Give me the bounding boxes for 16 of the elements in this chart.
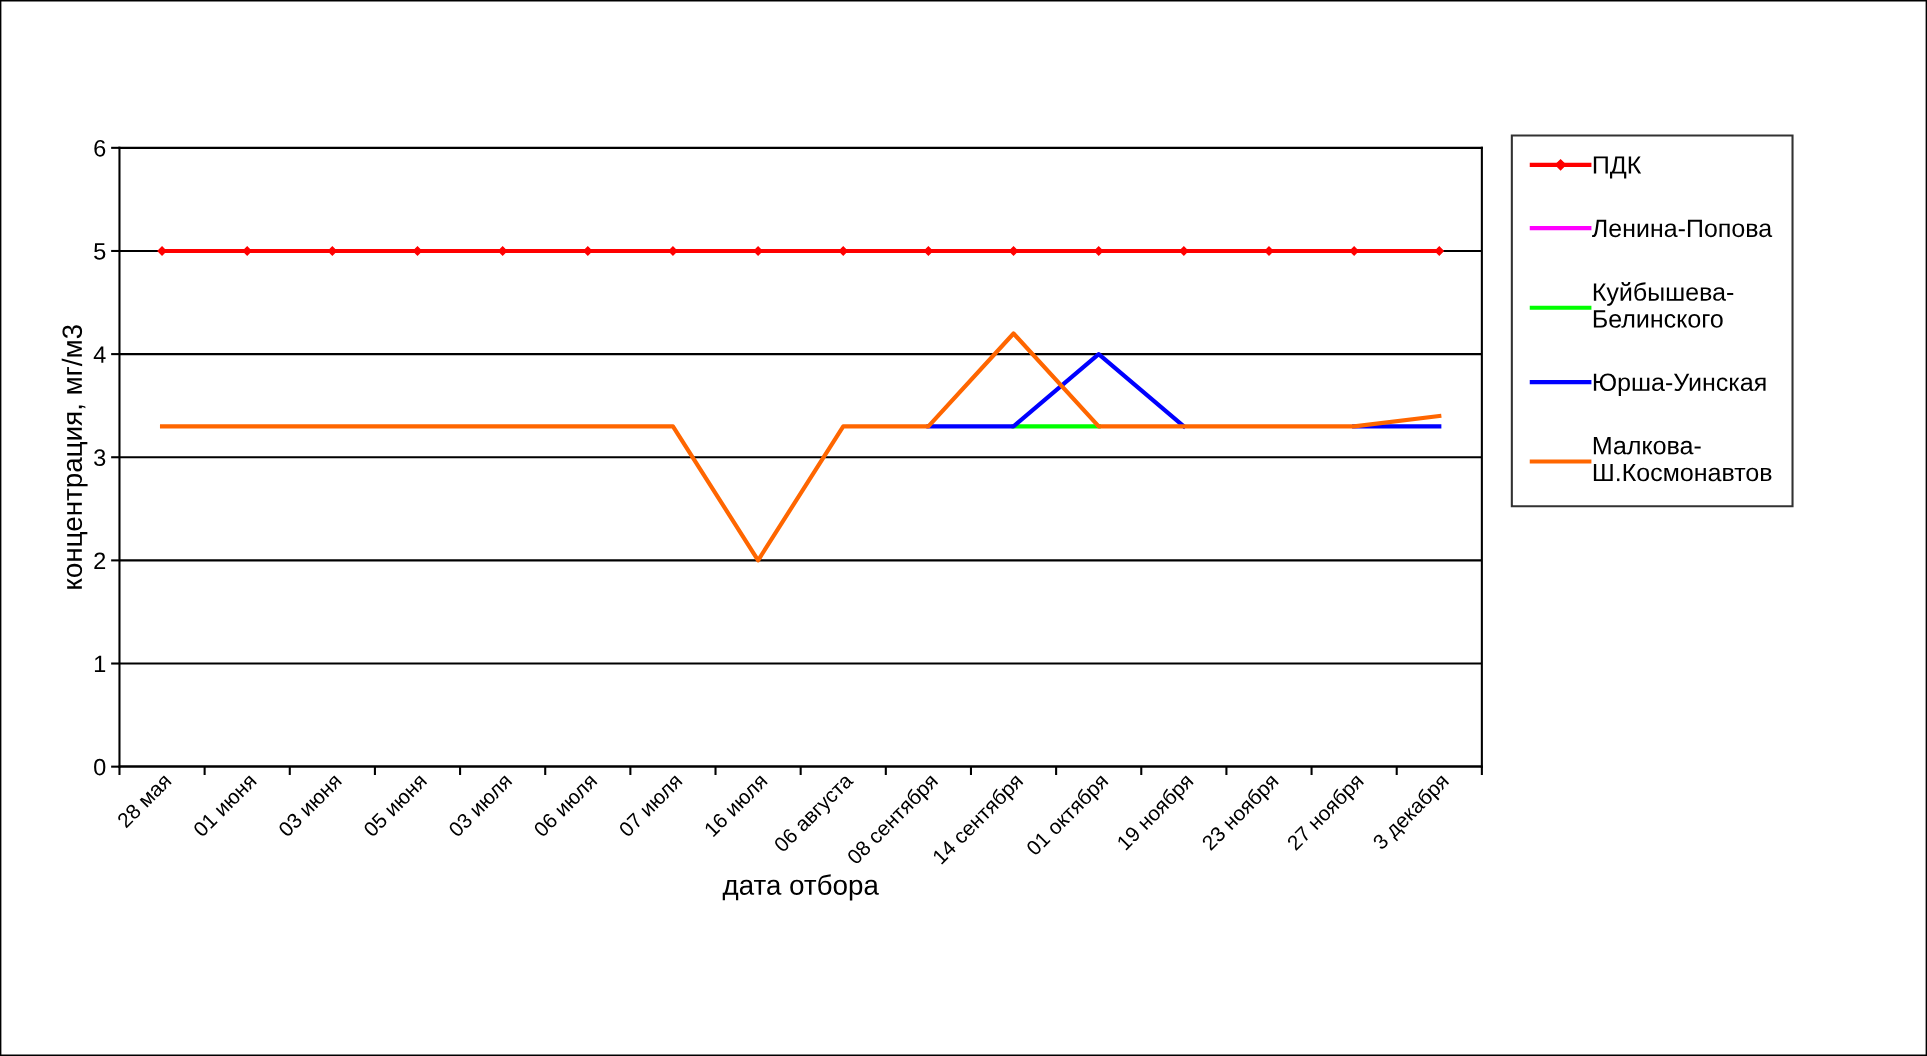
x-axis-title: дата отбора [722, 874, 879, 901]
y-tick-label: 2 [94, 552, 106, 569]
y-tick-label: 6 [94, 139, 106, 157]
x-tick-label: 28 мая [116, 772, 172, 829]
y-tick-label: 1 [94, 655, 106, 673]
legend-label: Куйбышева- Белинского [1593, 282, 1734, 328]
line-series [159, 331, 1442, 563]
legend-label: Ленина-Попова [1592, 219, 1773, 238]
legend-label: ПДК [1593, 156, 1642, 179]
y-axis-title: концентрация, мг/м3 [61, 325, 88, 589]
legend-label: Малкова- Ш.Космонавтов [1593, 436, 1772, 482]
y-tick-label: 5 [94, 243, 106, 260]
y-tick-label: 3 [94, 449, 106, 467]
y-tick-label: 0 [94, 758, 106, 776]
y-tick-label: 4 [93, 346, 106, 363]
legend-label: Юрша-Уинская [1593, 373, 1766, 397]
